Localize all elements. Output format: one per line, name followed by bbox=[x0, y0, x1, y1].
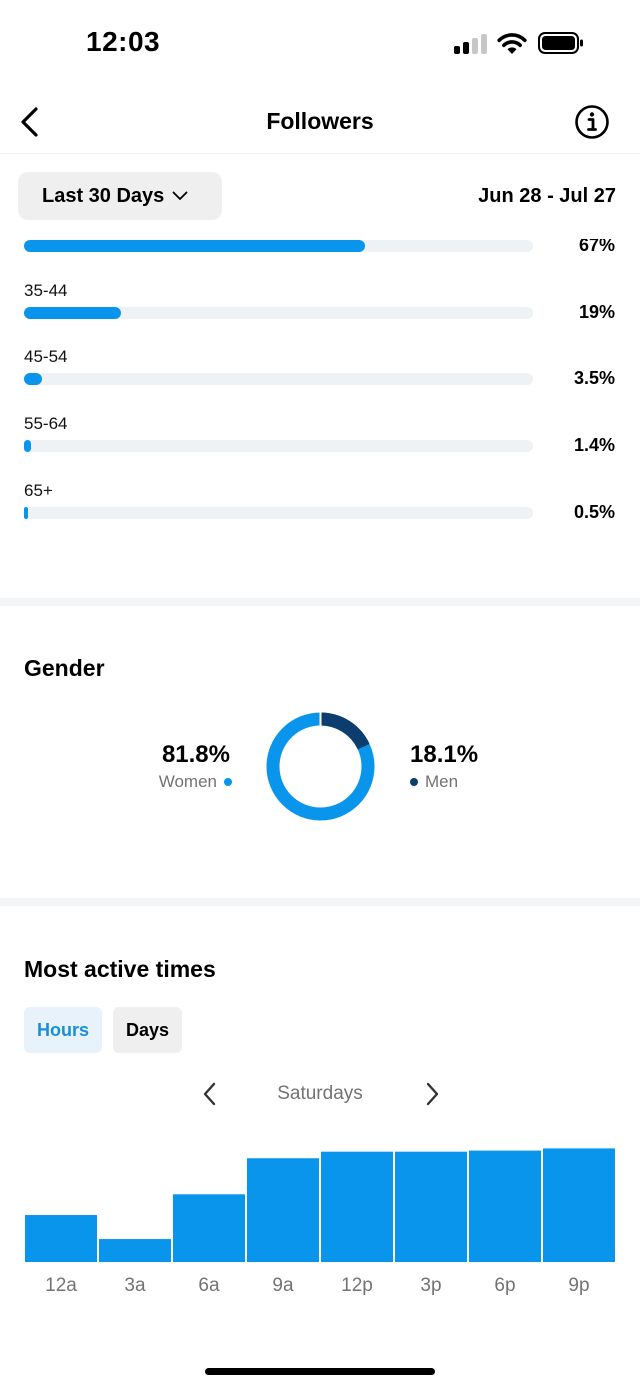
x-tick-label: 9a bbox=[272, 1275, 294, 1296]
x-tick-label: 12p bbox=[341, 1275, 373, 1296]
next-day-button[interactable] bbox=[420, 1078, 444, 1110]
age-bar-fill bbox=[24, 507, 28, 519]
tab-hours[interactable]: Hours bbox=[24, 1007, 102, 1053]
x-tick-label: 6p bbox=[494, 1275, 515, 1296]
age-percent: 19% bbox=[578, 302, 615, 322]
page-title: Followers bbox=[266, 108, 374, 134]
x-tick-label: 3a bbox=[124, 1275, 146, 1296]
info-icon bbox=[575, 105, 609, 139]
age-row: 67% bbox=[0, 239, 640, 259]
women-percent: 81.8% bbox=[161, 741, 230, 768]
women-legend: Women bbox=[159, 772, 232, 792]
gender-donut-chart bbox=[266, 711, 375, 821]
info-button[interactable] bbox=[574, 104, 610, 140]
status-time: 12:03 bbox=[86, 26, 161, 57]
home-indicator bbox=[205, 1368, 435, 1375]
age-bar-fill bbox=[24, 440, 32, 452]
age-range-section: 67% 35-44 19% 45-54 3.5% 55-64 1.4% 65+ … bbox=[0, 239, 640, 599]
men-label: Men bbox=[425, 772, 459, 791]
age-bar-track bbox=[24, 507, 533, 519]
gender-title: Gender bbox=[24, 655, 105, 681]
filter-row: Last 30 Days Jun 28 - Jul 27 bbox=[0, 155, 640, 239]
men-percent: 18.1% bbox=[410, 741, 479, 768]
battery-icon bbox=[538, 32, 583, 54]
bar-6a bbox=[173, 1194, 245, 1262]
tab-days[interactable]: Days bbox=[113, 1007, 182, 1053]
bar-12a bbox=[25, 1215, 97, 1262]
x-tick-label: 9p bbox=[568, 1275, 589, 1296]
section-divider bbox=[0, 598, 640, 606]
age-bar-track bbox=[24, 373, 533, 385]
most-active-times-title: Most active times bbox=[24, 956, 216, 982]
age-percent: 0.5% bbox=[573, 502, 615, 522]
day-label: Saturdays bbox=[277, 1083, 363, 1104]
navigation-header: Followers bbox=[0, 90, 640, 154]
age-percent: 1.4% bbox=[573, 435, 615, 455]
x-tick-label: 3p bbox=[420, 1275, 441, 1296]
status-bar: 12:03 bbox=[0, 0, 640, 90]
age-label: 65+ bbox=[24, 481, 53, 500]
x-tick-label: 12a bbox=[45, 1275, 77, 1296]
section-divider bbox=[0, 898, 640, 906]
age-bar-track bbox=[24, 240, 533, 252]
bar-3a bbox=[99, 1239, 171, 1262]
men-dot-icon bbox=[410, 778, 418, 786]
date-range-dropdown[interactable]: Last 30 Days bbox=[18, 172, 222, 220]
age-bar-track bbox=[24, 307, 533, 319]
date-range-dropdown-label: Last 30 Days bbox=[42, 184, 165, 207]
age-row: 65+ 0.5% bbox=[0, 481, 640, 541]
chevron-left-icon bbox=[21, 107, 38, 137]
wifi-icon bbox=[497, 33, 527, 54]
chevron-down-icon bbox=[172, 191, 188, 200]
previous-day-button[interactable] bbox=[198, 1078, 222, 1110]
bar-6p bbox=[469, 1150, 541, 1262]
bar-9p bbox=[543, 1148, 615, 1262]
men-legend: Men bbox=[410, 772, 458, 792]
x-tick-label: 6a bbox=[198, 1275, 220, 1296]
bar-9a bbox=[247, 1158, 319, 1262]
age-row: 55-64 1.4% bbox=[0, 414, 640, 474]
chevron-right-icon bbox=[426, 1082, 439, 1106]
age-percent: 3.5% bbox=[573, 368, 615, 388]
age-label: 45-54 bbox=[24, 347, 68, 366]
age-row: 35-44 19% bbox=[0, 281, 640, 341]
back-button[interactable] bbox=[14, 102, 50, 142]
bar-3p bbox=[395, 1151, 467, 1262]
age-bar-fill bbox=[24, 373, 42, 385]
chevron-left-icon bbox=[203, 1082, 216, 1106]
active-times-bar-chart: 12a 3a 6a 9a 12p 3p 6p 9p bbox=[25, 1148, 615, 1296]
age-bar-fill bbox=[24, 307, 121, 319]
age-percent: 67% bbox=[578, 239, 615, 255]
women-label: Women bbox=[158, 772, 217, 791]
age-bar-track bbox=[24, 440, 533, 452]
age-label: 35-44 bbox=[24, 281, 68, 300]
age-bar-fill bbox=[24, 240, 366, 252]
women-dot-icon bbox=[224, 778, 232, 786]
date-range-text: Jun 28 - Jul 27 bbox=[478, 185, 616, 207]
bar-12p bbox=[321, 1151, 393, 1262]
age-label: 55-64 bbox=[24, 414, 68, 433]
cellular-signal-icon bbox=[454, 32, 488, 54]
age-row: 45-54 3.5% bbox=[0, 347, 640, 407]
